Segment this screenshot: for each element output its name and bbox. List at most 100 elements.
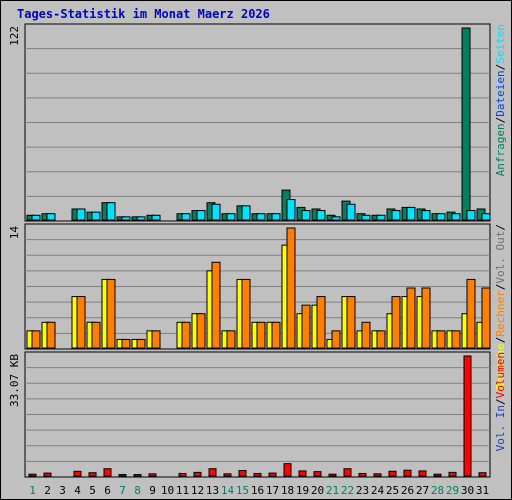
bar-volumen-day-5 — [88, 472, 97, 477]
legend-item: / — [494, 284, 507, 291]
legend-item: / — [494, 224, 507, 231]
bar-rechner-day-25 — [391, 296, 401, 349]
bar-seiten-day-9 — [151, 214, 161, 221]
day-label-18: 18 — [281, 484, 294, 497]
bar-seiten-day-1 — [31, 214, 41, 221]
bar-volumen-day-2 — [43, 472, 52, 477]
bar-rechner-day-29 — [451, 330, 461, 349]
bar-seiten-day-18 — [286, 199, 296, 221]
bar-rechner-day-7 — [121, 338, 131, 349]
bar-seiten-day-19 — [301, 210, 311, 221]
bar-seiten-day-24 — [376, 214, 386, 221]
bar-volumen-day-11 — [178, 472, 187, 477]
bar-rechner-day-20 — [316, 296, 326, 349]
day-label-28: 28 — [431, 484, 444, 497]
bar-volumen-day-15 — [238, 470, 247, 477]
bar-volumen-day-27 — [418, 470, 427, 477]
bar-rechner-day-6 — [106, 278, 116, 349]
day-label-1: 1 — [29, 484, 36, 497]
bar-rechner-day-2 — [46, 321, 56, 349]
bar-rechner-day-8 — [136, 338, 146, 349]
bar-rechner-day-23 — [361, 321, 371, 349]
bar-seiten-day-22 — [346, 203, 356, 221]
day-label-12: 12 — [191, 484, 204, 497]
bar-rechner-day-19 — [301, 304, 311, 349]
bar-seiten-day-29 — [451, 213, 461, 221]
day-label-11: 11 — [176, 484, 189, 497]
bar-volumen-day-16 — [253, 472, 262, 477]
bar-seiten-day-26 — [406, 206, 416, 221]
legend-item: Vol. In — [494, 405, 507, 451]
day-label-21: 21 — [326, 484, 339, 497]
volume-panel: 33.07 KB — [8, 351, 491, 478]
bar-volumen-day-8 — [133, 474, 142, 477]
bar-rechner-day-17 — [271, 321, 281, 349]
bar-seiten-day-15 — [241, 205, 251, 221]
bar-volumen-day-18 — [283, 463, 292, 477]
bar-rechner-day-27 — [421, 287, 431, 349]
legend-item: / — [494, 337, 507, 344]
bar-seiten-day-17 — [271, 213, 281, 221]
day-label-19: 19 — [296, 484, 309, 497]
legend-item: Dateien — [494, 70, 507, 116]
bar-seiten-day-25 — [391, 210, 401, 221]
y-max-label: 33.07 KB — [8, 354, 21, 407]
bar-seiten-day-6 — [106, 202, 116, 221]
bar-volumen-day-4 — [73, 470, 82, 477]
bar-anfragen-day-30 — [461, 27, 471, 221]
bar-volumen-day-26 — [403, 469, 412, 477]
bar-volumen-day-1 — [28, 473, 37, 477]
bar-volumen-day-6 — [103, 468, 112, 477]
day-label-2: 2 — [44, 484, 51, 497]
day-label-31: 31 — [476, 484, 489, 497]
legend-item: Seiten — [494, 24, 507, 64]
bar-volumen-day-29 — [448, 471, 457, 477]
bar-seiten-day-23 — [361, 214, 371, 221]
day-label-5: 5 — [89, 484, 96, 497]
bar-rechner-day-21 — [331, 330, 341, 349]
bar-volumen-day-9 — [148, 473, 157, 477]
bar-volumen-day-25 — [388, 470, 397, 477]
bar-volumen-day-31 — [478, 472, 487, 477]
day-label-27: 27 — [416, 484, 429, 497]
bar-rechner-day-14 — [226, 330, 236, 349]
bar-rechner-day-1 — [31, 330, 41, 349]
legend-item: Besuche — [494, 343, 507, 389]
day-label-26: 26 — [401, 484, 414, 497]
day-label-14: 14 — [221, 484, 235, 497]
bar-volumen-day-12 — [193, 471, 202, 477]
day-label-13: 13 — [206, 484, 219, 497]
bar-rechner-day-11 — [181, 321, 191, 349]
x-axis-day-labels: 1 2 3 4 5 6 7 8 9 10 11 12 13 14 15 16 17 18 19 20 21 22 23 24 2… — [29, 484, 489, 497]
bar-volumen-day-23 — [358, 472, 367, 477]
day-label-30: 30 — [461, 484, 474, 497]
bar-rechner-day-15 — [241, 278, 251, 349]
bar-rechner-day-16 — [256, 321, 266, 349]
legend-item: Volumen — [494, 352, 507, 398]
bar-rechner-day-4 — [76, 296, 86, 349]
day-label-8: 8 — [134, 484, 141, 497]
bar-seiten-day-4 — [76, 208, 86, 221]
legend-item: / — [494, 117, 507, 124]
day-label-10: 10 — [161, 484, 174, 497]
bar-seiten-day-7 — [121, 216, 131, 221]
bar-rechner-day-22 — [346, 296, 356, 349]
bar-rechner-day-26 — [406, 287, 416, 349]
bar-seiten-day-5 — [91, 211, 101, 221]
bar-seiten-day-20 — [316, 210, 326, 221]
bar-volumen-day-19 — [298, 470, 307, 477]
legend-text: Vol. In/Volumen — [494, 352, 507, 451]
bar-seiten-day-21 — [331, 216, 341, 221]
bar-volumen-day-20 — [313, 471, 322, 477]
bar-volumen-day-17 — [268, 472, 277, 477]
day-label-7: 7 — [119, 484, 126, 497]
bar-rechner-day-24 — [376, 330, 386, 349]
day-label-6: 6 — [104, 484, 111, 497]
bar-volumen-day-13 — [208, 468, 217, 477]
bar-seiten-day-8 — [136, 216, 146, 221]
chart-title: Tages-Statistik im Monat Maerz 2026 — [17, 7, 270, 21]
day-label-25: 25 — [386, 484, 399, 497]
bar-volumen-day-28 — [433, 473, 442, 477]
bar-volumen-day-30 — [463, 355, 472, 477]
visits-hosts-panel: 14 — [8, 223, 491, 350]
